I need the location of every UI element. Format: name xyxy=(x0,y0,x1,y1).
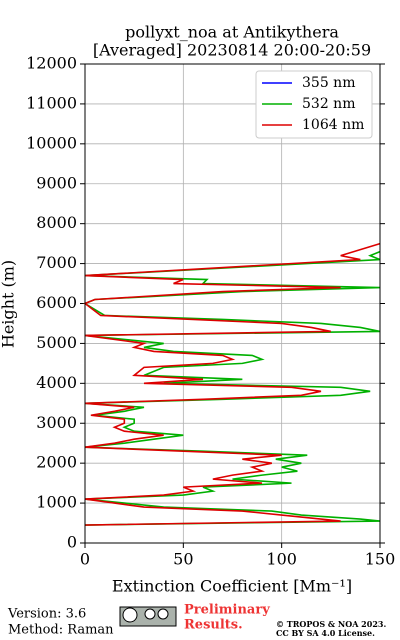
y-tick-label: 12000 xyxy=(26,54,77,73)
y-tick-label: 5000 xyxy=(36,333,77,352)
cc-logo xyxy=(119,606,177,627)
x-tick-label: 150 xyxy=(365,550,396,569)
results: Results. xyxy=(184,618,243,633)
chart-title: pollyxt_noa at Antikythera xyxy=(125,23,339,42)
plot-frame xyxy=(84,63,381,544)
method: Method: Raman xyxy=(8,623,114,638)
version: Version: 3.6 xyxy=(7,607,86,622)
y-axis-label: Height (m) xyxy=(0,260,18,348)
copyright: © TROPOS & NOA 2023. xyxy=(276,619,386,629)
x-axis-label: Extinction Coefficient [Mm⁻¹] xyxy=(112,577,352,596)
y-tick-label: 2000 xyxy=(36,453,77,472)
legend-label: 532 nm xyxy=(302,96,355,112)
legend-label: 1064 nm xyxy=(302,117,364,133)
x-tick-label: 0 xyxy=(80,550,90,569)
y-tick-label: 11000 xyxy=(26,93,77,112)
y-tick-label: 0 xyxy=(67,533,77,552)
y-tick-label: 1000 xyxy=(36,493,77,512)
y-tick-label: 6000 xyxy=(36,293,77,312)
profile-line xyxy=(83,242,381,526)
preliminary: Preliminary xyxy=(184,603,270,618)
y-tick-label: 3000 xyxy=(36,413,77,432)
legend-box xyxy=(255,70,373,139)
y-tick-label: 8000 xyxy=(36,213,77,232)
chart-subtitle: [Averaged] 20230814 20:00-20:59 xyxy=(93,41,371,60)
y-tick-label: 4000 xyxy=(36,373,77,392)
legend-label: 355 nm xyxy=(302,75,355,91)
y-tick-label: 7000 xyxy=(36,253,77,272)
y-tick-label: 9000 xyxy=(36,173,77,192)
x-tick-label: 50 xyxy=(173,550,193,569)
license: CC BY SA 4.0 License. xyxy=(276,628,375,638)
x-tick-label: 100 xyxy=(266,550,297,569)
y-tick-label: 10000 xyxy=(26,133,77,152)
